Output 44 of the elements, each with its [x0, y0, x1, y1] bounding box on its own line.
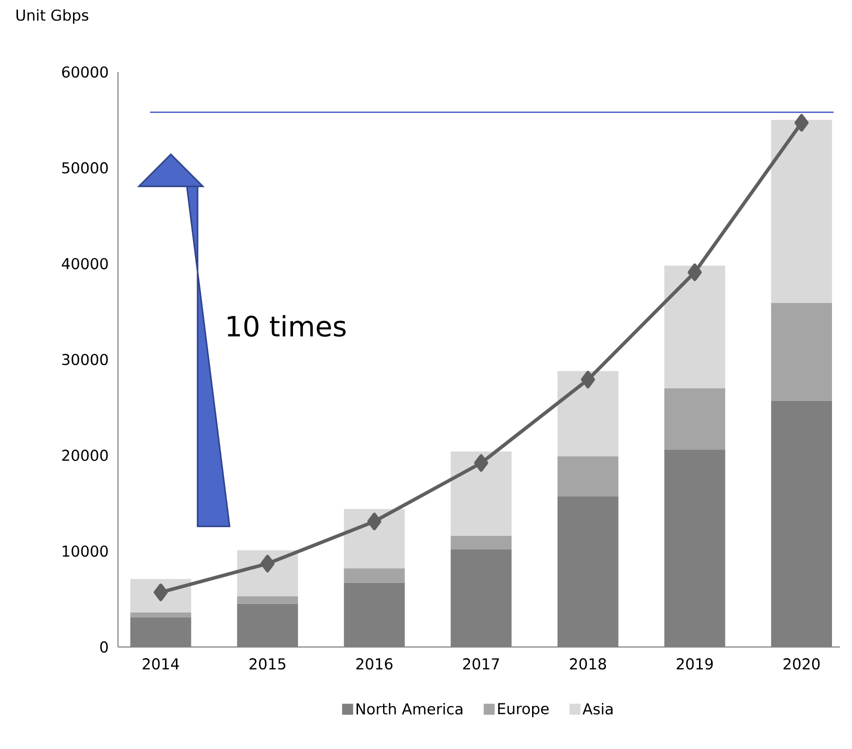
y-tick-label: 10000	[62, 545, 108, 557]
bar	[130, 617, 192, 647]
bar	[344, 508, 405, 568]
legend-label: North America	[356, 702, 462, 715]
x-tick-label: 2017	[463, 658, 499, 670]
point	[580, 370, 595, 388]
point	[474, 454, 488, 472]
y-tick-label: 0	[100, 641, 108, 653]
bar	[558, 456, 618, 497]
bar	[450, 549, 512, 647]
y-tick-label: 30000	[62, 354, 108, 366]
x-tick-label: 2014	[142, 658, 179, 670]
bar	[450, 451, 512, 536]
bar	[558, 370, 618, 456]
annotation: 10 times	[228, 315, 346, 337]
point	[688, 264, 702, 282]
bar	[237, 604, 298, 647]
bar	[771, 120, 832, 303]
legend-label: Europe	[498, 703, 549, 718]
bar	[558, 496, 618, 647]
bar	[664, 266, 726, 388]
bar	[664, 450, 726, 647]
bar	[130, 612, 192, 618]
bar	[344, 568, 405, 583]
y-tick-label: 20000	[62, 450, 108, 461]
point	[794, 114, 809, 132]
bar	[664, 388, 726, 450]
y-tick-label: 50000	[62, 162, 108, 174]
x-tick-label: 2015	[250, 658, 286, 670]
y-tick-label: 60000	[62, 66, 108, 78]
bar	[237, 596, 298, 604]
y-axis-title: Unit Gbps	[16, 9, 88, 24]
bar	[771, 302, 832, 401]
point	[367, 512, 382, 530]
x-tick-label: 2018	[570, 658, 606, 670]
x-tick-label: 2016	[356, 658, 392, 670]
bar	[771, 400, 832, 647]
legend-label: Asia	[582, 702, 613, 715]
bar	[450, 536, 512, 550]
x-tick-label: 2019	[676, 658, 713, 670]
y-tick-label: 40000	[62, 258, 108, 270]
point	[260, 554, 275, 572]
x-tick-label: 2020	[784, 658, 820, 670]
bar	[344, 582, 405, 647]
